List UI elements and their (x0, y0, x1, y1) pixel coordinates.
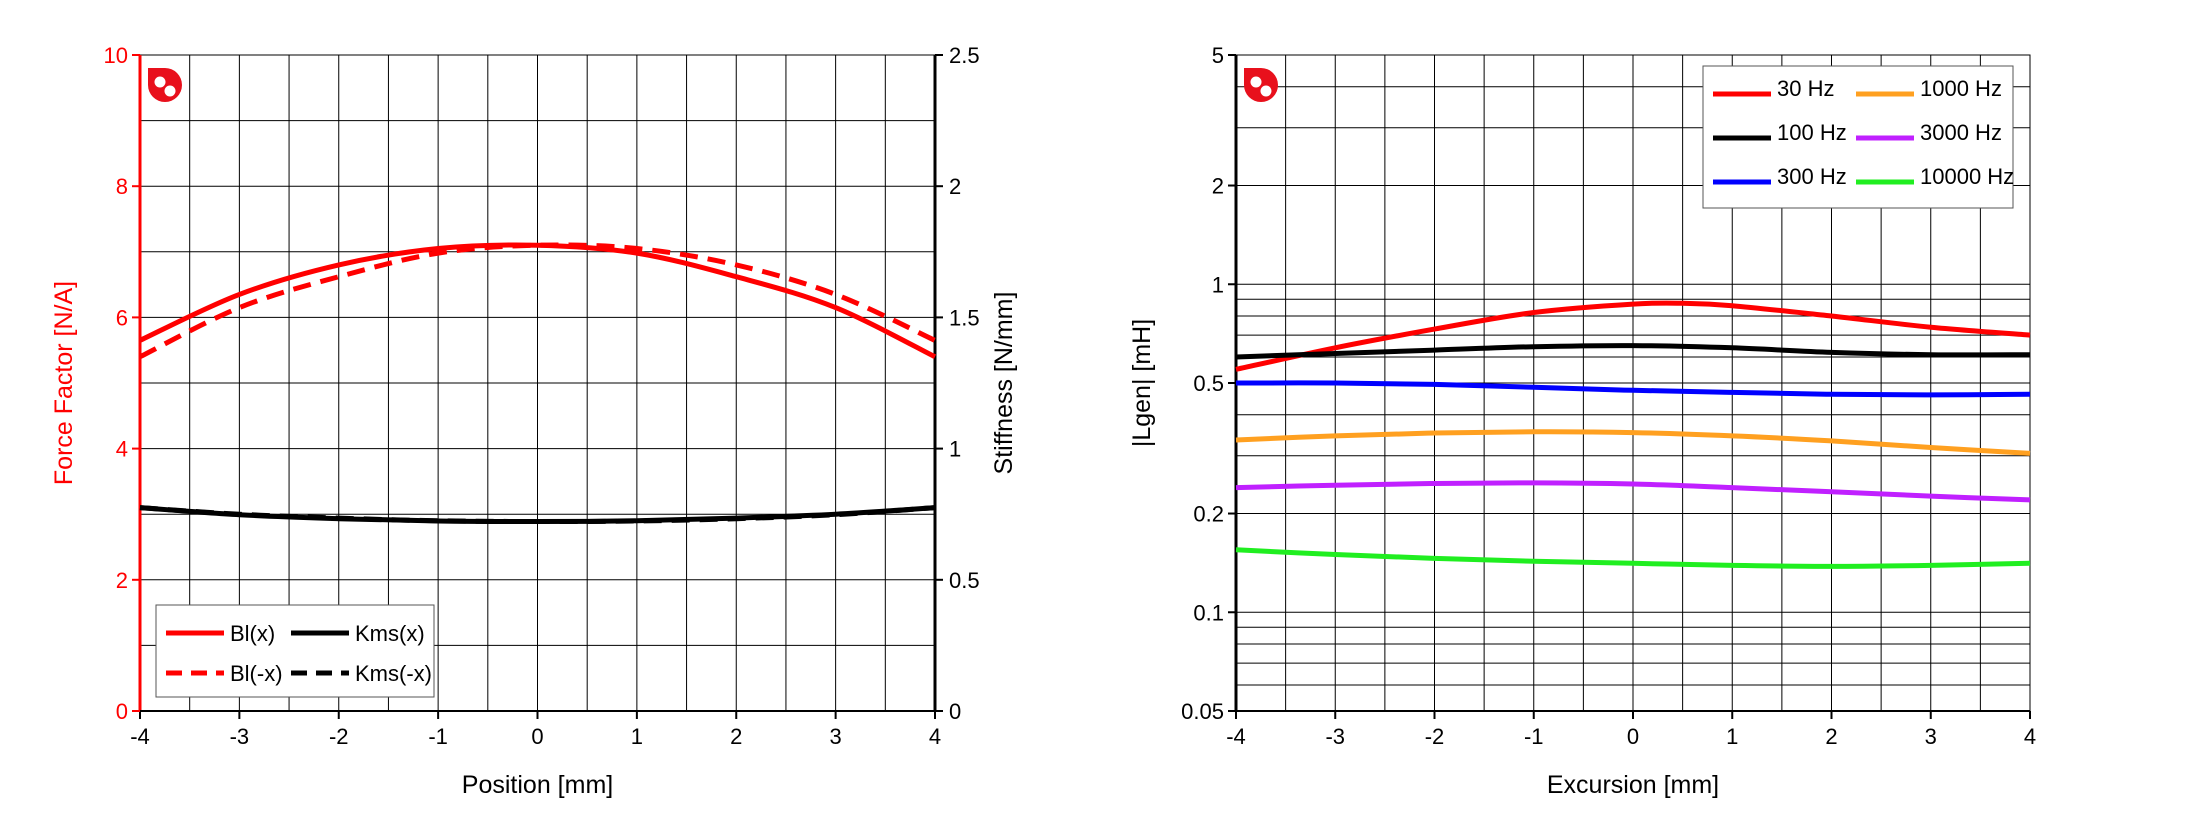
legend-label: 100 Hz (1777, 120, 1847, 145)
x-tick-label: 3 (1925, 724, 1937, 749)
logo-shape (1244, 68, 1278, 102)
legend-label: Kms(x) (355, 621, 425, 646)
x-tick-label: -4 (130, 724, 150, 749)
x-tick-label: -4 (1226, 724, 1246, 749)
x-tick-label: -3 (230, 724, 250, 749)
y-tick-label: 5 (1212, 43, 1224, 68)
series-line-300-hz (1235, 380, 2031, 398)
y-tick-label: 0.2 (1193, 502, 1224, 527)
x-tick-label: 1 (631, 724, 643, 749)
klippel-logo-icon (1244, 68, 1278, 102)
x-tick-label: -1 (1524, 724, 1544, 749)
klippel-logo-icon (148, 68, 182, 102)
y-tick-label: 1 (1212, 272, 1224, 297)
logo-dot (1260, 85, 1272, 97)
x-tick-label: 4 (929, 724, 941, 749)
x-tick-label: -3 (1325, 724, 1345, 749)
x-tick-label: 0 (531, 724, 543, 749)
series-line-30-hz (1235, 300, 2031, 372)
y-right-tick-label: 2 (949, 174, 961, 199)
y-right-tick-label: 1.5 (949, 305, 980, 330)
legend-label: 1000 Hz (1920, 76, 2002, 101)
logo-shape (148, 68, 182, 102)
series-line-bl-x- (138, 242, 937, 360)
y-right-tick-label: 1 (949, 437, 961, 462)
x-tick-label: 0 (1627, 724, 1639, 749)
y-left-axis-label: Force Factor [N/A] (50, 281, 78, 485)
series-line-10000-hz (1235, 547, 2031, 569)
series-line-100-hz (1235, 343, 2031, 360)
legend-label: 10000 Hz (1920, 164, 2014, 189)
logo-dot (1250, 76, 1262, 88)
y-right-tick-label: 2.5 (949, 43, 980, 68)
logo-dot (154, 76, 166, 88)
x-tick-label: -2 (329, 724, 349, 749)
y-left-tick-label: 4 (116, 437, 128, 462)
y-left-tick-label: 8 (116, 174, 128, 199)
x-tick-label: 1 (1726, 724, 1738, 749)
y-tick-label: 2 (1212, 174, 1224, 199)
y-right-tick-label: 0.5 (949, 568, 980, 593)
y-right-axis-label: Stiffness [N/mm] (990, 292, 1018, 475)
x-axis-label: Excursion [mm] (1547, 771, 1719, 799)
x-axis-label: Position [mm] (462, 771, 613, 799)
y-left-tick-label: 2 (116, 568, 128, 593)
series-line-1000-hz (1235, 429, 2031, 456)
x-tick-label: 2 (730, 724, 742, 749)
y-left-tick-label: 6 (116, 305, 128, 330)
y-left-tick-label: 0 (116, 699, 128, 724)
y-tick-label: 0.1 (1193, 600, 1224, 625)
right-chart-lgen: -4 -3 -2 -1 0 1 2 3 4 0.05 0.1 0.2 0.5 1 2 5 Excursion [… (1128, 43, 2036, 799)
x-tick-label: -2 (1425, 724, 1445, 749)
y-tick-label: 0.05 (1181, 699, 1224, 724)
x-tick-label: 4 (2024, 724, 2036, 749)
series-line-kms-x- (139, 505, 936, 525)
legend-label: 30 Hz (1777, 76, 1834, 101)
legend-label: 300 Hz (1777, 164, 1847, 189)
x-tick-label: -1 (428, 724, 448, 749)
x-tick-label: 3 (830, 724, 842, 749)
x-tick-label: 2 (1825, 724, 1837, 749)
legend-box (155, 604, 435, 698)
series-line-3000-hz (1235, 480, 2031, 503)
y-right-tick-label: 0 (949, 699, 961, 724)
logo-dot (164, 85, 176, 97)
legend-label: Kms(-x) (355, 661, 432, 686)
legend-label: Bl(x) (230, 621, 275, 646)
y-tick-label: 0.5 (1193, 371, 1224, 396)
legend-label: 3000 Hz (1920, 120, 2002, 145)
y-left-tick-label: 10 (104, 43, 128, 68)
left-chart-bl-kms: -4 -3 -2 -1 0 1 2 3 4024681000.511.522.5Position… (50, 43, 1018, 799)
legend-label: Bl(-x) (230, 661, 283, 686)
y-axis-label: |Lgen| [mH] (1128, 319, 1156, 447)
